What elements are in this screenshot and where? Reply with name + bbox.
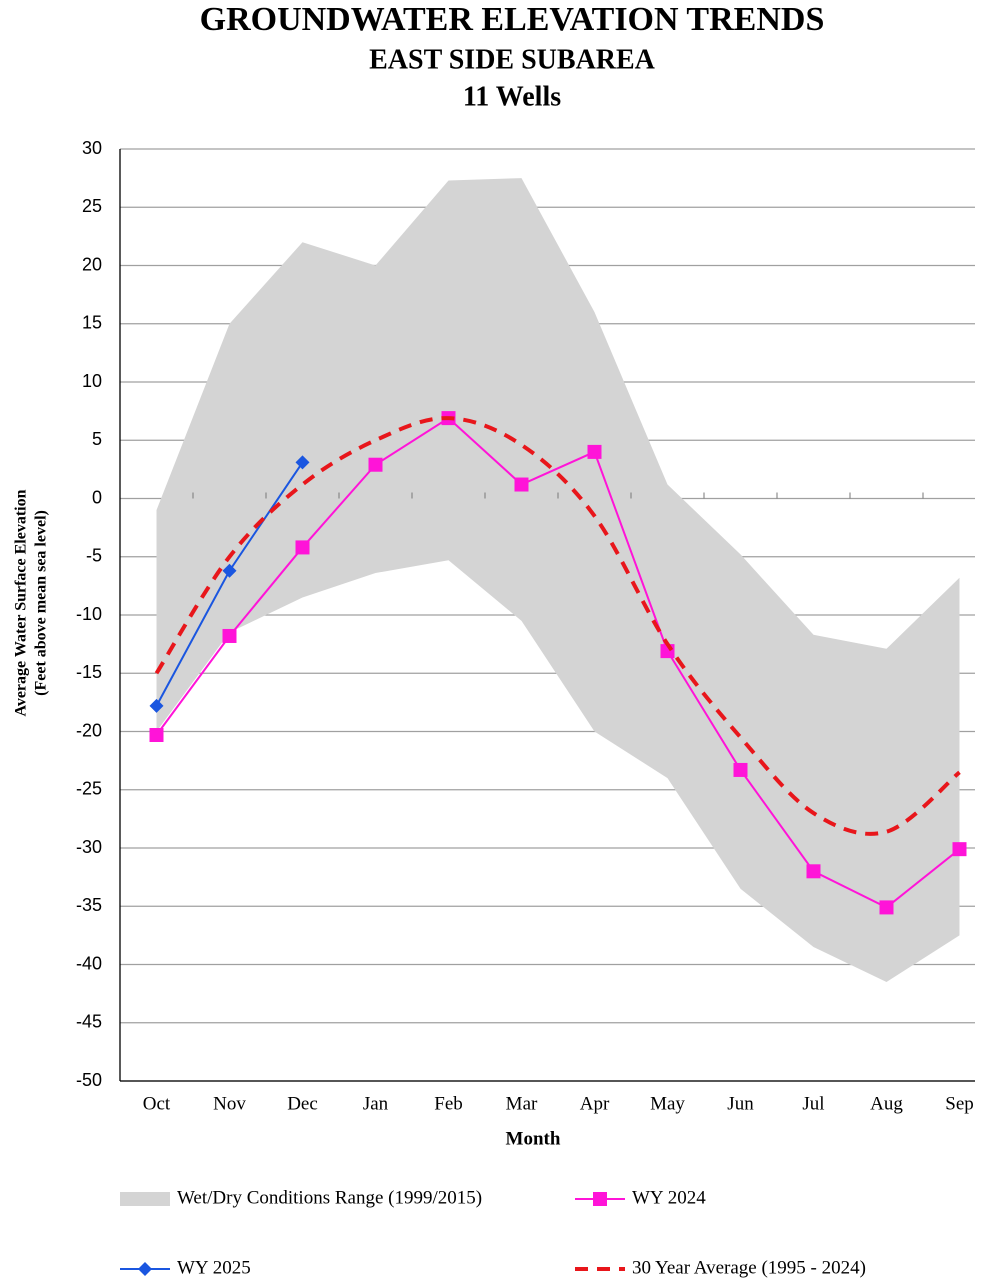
x-tick-label: Apr <box>580 1093 610 1114</box>
x-tick-label: Jan <box>363 1093 389 1114</box>
y-tick-label: -25 <box>76 779 102 799</box>
legend-label: Wet/Dry Conditions Range (1999/2015) <box>177 1187 482 1208</box>
legend-label: WY 2024 <box>632 1187 706 1208</box>
marker <box>138 1262 152 1276</box>
y-tick-label: -30 <box>76 837 102 857</box>
y-tick-label: 20 <box>82 254 102 274</box>
marker <box>222 628 237 643</box>
legend-label: WY 2025 <box>177 1257 251 1278</box>
chart-subtitle: EAST SIDE SUBAREA <box>369 44 656 75</box>
x-tick-label: Mar <box>506 1093 538 1114</box>
y-axis-label: (Feet above mean sea level) <box>33 510 50 696</box>
y-tick-label: -40 <box>76 953 102 973</box>
legend-label: 30 Year Average (1995 - 2024) <box>632 1257 866 1278</box>
y-tick-label: -35 <box>76 895 102 915</box>
y-tick-label: 25 <box>82 196 102 216</box>
x-tick-label: Feb <box>434 1093 463 1114</box>
y-tick-label: -45 <box>76 1012 102 1032</box>
marker <box>593 1192 607 1206</box>
x-tick-label: Aug <box>870 1093 903 1114</box>
chart-subtitle: 11 Wells <box>463 81 561 112</box>
y-tick-label: -50 <box>76 1070 102 1090</box>
marker <box>733 762 748 777</box>
x-tick-label: Jun <box>727 1093 754 1114</box>
y-tick-label: 0 <box>92 487 102 507</box>
legend: Wet/Dry Conditions Range (1999/2015) WY 2… <box>120 1187 866 1278</box>
marker <box>587 444 602 459</box>
marker <box>295 455 310 470</box>
y-tick-label: 30 <box>82 138 102 158</box>
x-axis-label: Month <box>506 1128 561 1149</box>
chart-title: GROUNDWATER ELEVATION TRENDS <box>200 1 825 38</box>
y-tick-label: 5 <box>92 429 102 449</box>
marker <box>806 864 821 879</box>
x-tick-label: Sep <box>945 1093 974 1114</box>
x-tick-label: Oct <box>143 1093 171 1114</box>
range-area <box>156 178 960 982</box>
y-tick-label: -10 <box>76 604 102 624</box>
legend-swatch <box>120 1192 170 1206</box>
marker <box>149 698 164 713</box>
y-tick-label: 15 <box>82 313 102 333</box>
x-tick-label: Nov <box>213 1093 246 1114</box>
marker <box>295 540 310 555</box>
marker <box>879 900 894 915</box>
y-tick-label: -5 <box>86 546 102 566</box>
y-axis-label: Average Water Surface Elevation <box>13 489 30 716</box>
y-tick-label: -20 <box>76 720 102 740</box>
plot-area: -50-45-40-35-30-25-20-15-10-505101520253… <box>76 138 975 1114</box>
y-tick-label: 10 <box>82 371 102 391</box>
line <box>155 416 961 909</box>
marker <box>368 457 383 472</box>
marker <box>149 727 164 742</box>
series-layer <box>149 178 967 982</box>
marker <box>222 563 237 578</box>
x-tick-label: Jul <box>802 1093 824 1114</box>
line <box>154 416 961 836</box>
marker <box>514 477 529 492</box>
y-tick-label: -15 <box>76 662 102 682</box>
marker <box>952 842 967 857</box>
x-tick-label: Dec <box>287 1093 318 1114</box>
x-tick-label: May <box>650 1093 685 1114</box>
